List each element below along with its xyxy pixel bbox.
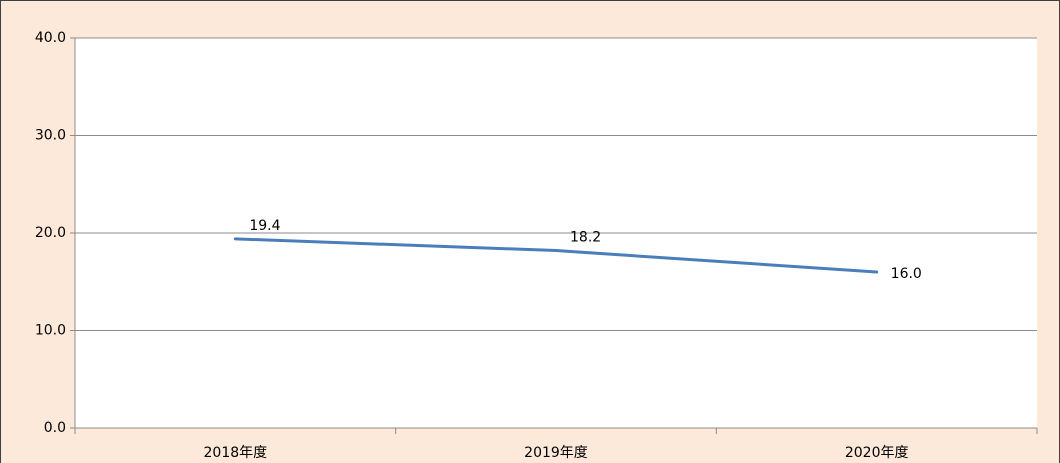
y-tick-label: 30.0: [35, 128, 66, 144]
y-tick-label: 0.0: [44, 420, 66, 436]
data-label: 18.2: [570, 230, 601, 246]
line: [233, 237, 879, 274]
x-tick-label: 2018年度: [204, 445, 268, 461]
data-label: 16.0: [891, 266, 922, 282]
x-tick-label: 2019年度: [524, 445, 588, 461]
y-tick-label: 40.0: [35, 30, 66, 46]
y-tick-label: 10.0: [35, 323, 66, 339]
x-tick-label: 2020年度: [845, 445, 909, 461]
data-label: 19.4: [249, 218, 280, 234]
y-tick-label: 20.0: [35, 225, 66, 241]
